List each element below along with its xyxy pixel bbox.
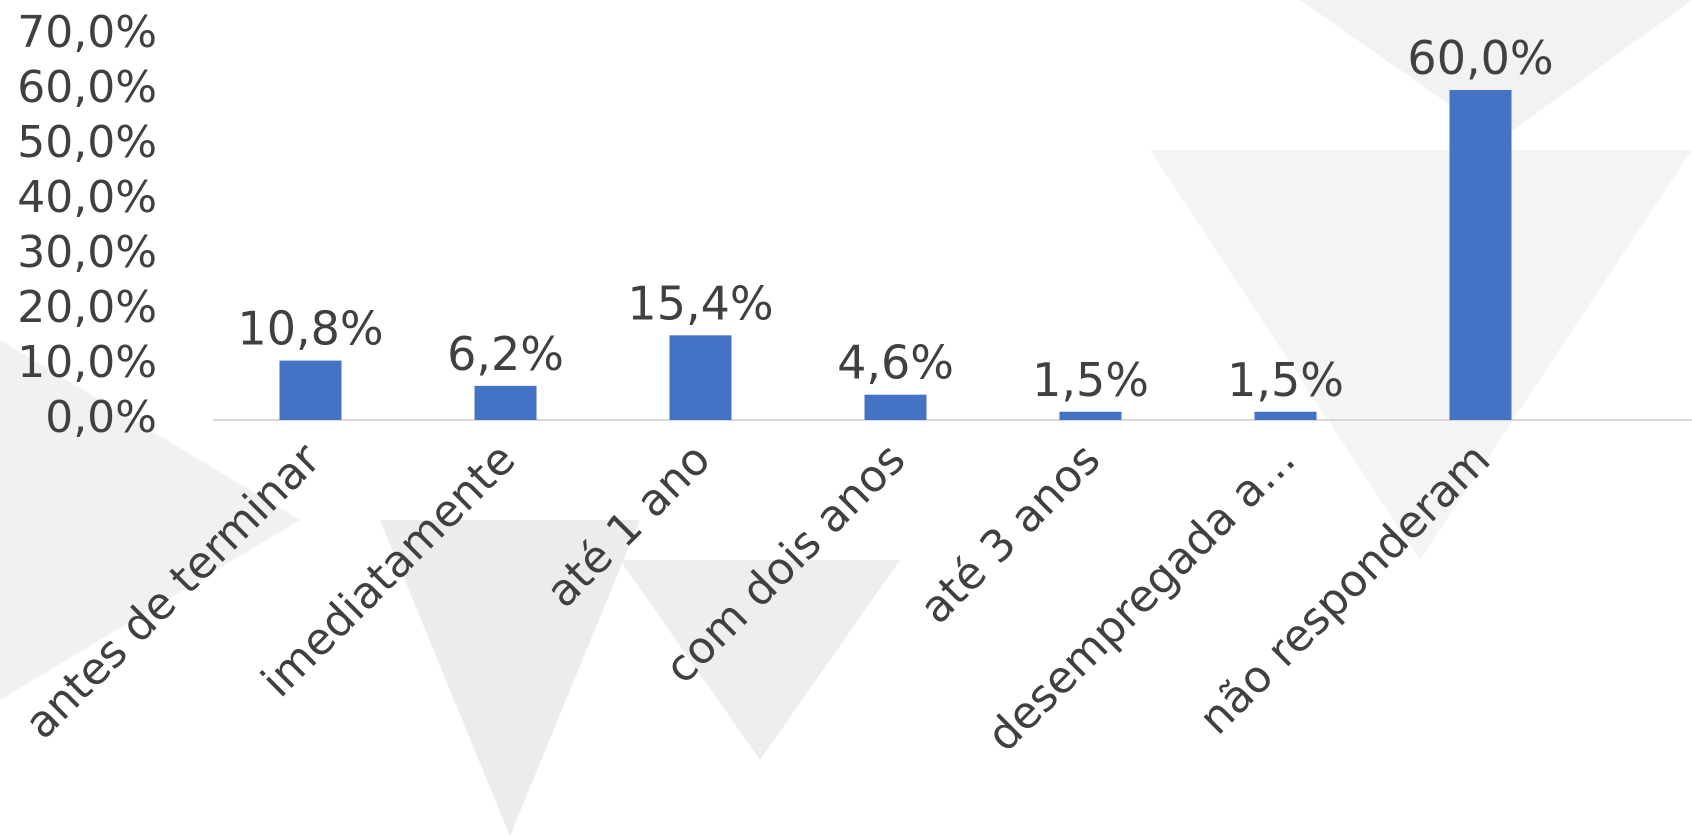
- value-label: 4,6%: [837, 336, 954, 390]
- value-label: 1,5%: [1032, 353, 1149, 407]
- y-tick-label: 50,0%: [17, 117, 157, 168]
- y-tick-label: 0,0%: [45, 392, 157, 443]
- y-tick-label: 40,0%: [17, 172, 157, 223]
- bar: [1254, 411, 1317, 420]
- y-tick-label: 10,0%: [17, 337, 157, 388]
- value-label: 10,8%: [237, 302, 383, 356]
- value-label: 6,2%: [447, 327, 564, 381]
- bar: [864, 394, 927, 420]
- y-tick-label: 70,0%: [17, 7, 157, 58]
- y-tick-label: 20,0%: [17, 282, 157, 333]
- value-label: 15,4%: [627, 276, 773, 330]
- x-tick-label: até 3 anos: [910, 434, 1110, 634]
- bar: [1059, 411, 1122, 420]
- value-label: 60,0%: [1407, 31, 1553, 85]
- value-label: 1,5%: [1227, 353, 1344, 407]
- bar: [669, 335, 732, 420]
- bar: [279, 360, 342, 420]
- bar: [474, 385, 537, 420]
- y-tick-label: 30,0%: [17, 227, 157, 278]
- bar: [1449, 90, 1512, 420]
- y-tick-label: 60,0%: [17, 62, 157, 113]
